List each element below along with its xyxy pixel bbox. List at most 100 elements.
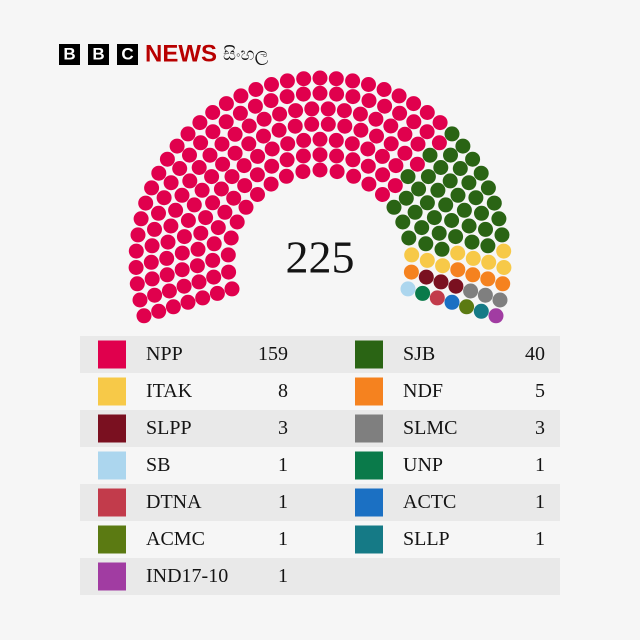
legend-band: [80, 558, 560, 595]
seat: [163, 175, 179, 191]
seat: [360, 141, 376, 157]
seat: [418, 236, 434, 252]
seat: [224, 169, 240, 185]
seat: [450, 245, 466, 261]
seat: [191, 274, 207, 290]
seat: [473, 165, 489, 181]
seat: [182, 147, 197, 163]
seat: [192, 115, 208, 131]
seat: [345, 73, 361, 89]
logo-block: [59, 44, 80, 65]
seat: [376, 82, 392, 97]
seat: [193, 135, 209, 151]
seat: [414, 220, 430, 236]
seat: [280, 136, 296, 152]
seat: [174, 262, 190, 278]
legend-value: 5: [535, 380, 545, 402]
seat: [406, 114, 422, 130]
seat: [186, 197, 202, 213]
seat: [209, 285, 225, 301]
seat: [403, 264, 419, 280]
seat: [193, 225, 209, 241]
seat: [407, 204, 423, 220]
legend-label: NPP: [146, 343, 183, 365]
seat: [420, 169, 436, 185]
seat: [433, 274, 449, 290]
party-seats: [418, 269, 464, 294]
seat: [250, 187, 265, 202]
party-seats: [386, 126, 510, 257]
seat: [328, 71, 344, 87]
legend-band: [80, 336, 560, 373]
seat: [226, 190, 242, 206]
seat: [247, 98, 263, 114]
seat: [450, 262, 466, 278]
seat: [388, 158, 404, 174]
seat: [221, 264, 237, 280]
seat: [143, 254, 159, 270]
legend-swatch: [98, 340, 126, 369]
seat: [456, 202, 472, 218]
party-seats: [488, 308, 504, 324]
legend-label: ACTC: [403, 491, 456, 513]
legend-value: 1: [535, 491, 545, 513]
party-seats: [128, 70, 448, 324]
seat: [494, 227, 510, 243]
seat: [473, 303, 489, 319]
seat: [241, 118, 257, 134]
seat: [346, 168, 362, 184]
seat: [128, 243, 144, 259]
seat: [337, 118, 353, 134]
total-seats: 225: [286, 232, 355, 283]
seat: [264, 158, 280, 174]
seat: [361, 77, 376, 92]
legend-label: UNP: [403, 454, 443, 476]
seat: [296, 132, 312, 148]
seat: [176, 278, 192, 294]
legend-label: ITAK: [146, 380, 193, 402]
seat: [480, 238, 496, 254]
seat: [304, 116, 320, 132]
seat: [320, 116, 336, 132]
seat: [409, 156, 425, 172]
legend-band: [80, 484, 560, 521]
legend-swatch: [355, 414, 383, 443]
seat: [156, 190, 172, 206]
seat: [210, 220, 226, 236]
seat: [455, 138, 471, 154]
party-seats: [459, 299, 475, 315]
seat: [312, 162, 328, 178]
seat: [419, 124, 435, 140]
seat: [205, 195, 221, 211]
seat: [395, 214, 411, 230]
seat: [206, 269, 222, 285]
legend-label: ACMC: [146, 528, 205, 550]
seat: [336, 103, 352, 119]
seat: [220, 247, 236, 263]
seat: [431, 135, 447, 151]
seat: [229, 214, 245, 230]
seat: [174, 187, 190, 203]
seat: [496, 260, 512, 275]
seat: [248, 82, 264, 97]
seat: [444, 213, 460, 228]
seat: [442, 173, 458, 189]
seat: [312, 131, 328, 147]
seat: [144, 271, 160, 287]
seat: [227, 126, 243, 142]
seat: [397, 145, 413, 161]
seat: [400, 281, 416, 297]
logo-letter: B: [63, 44, 75, 63]
legend-label: SLMC: [403, 417, 457, 439]
seat: [151, 303, 167, 319]
party-seats: [400, 281, 416, 297]
seat: [205, 252, 221, 268]
legend-value: 1: [278, 454, 288, 476]
seat: [431, 225, 447, 241]
seat: [272, 106, 288, 122]
seat: [480, 180, 496, 196]
seat: [383, 118, 399, 134]
seat: [214, 136, 230, 152]
seat: [465, 267, 481, 283]
seat: [144, 180, 160, 196]
